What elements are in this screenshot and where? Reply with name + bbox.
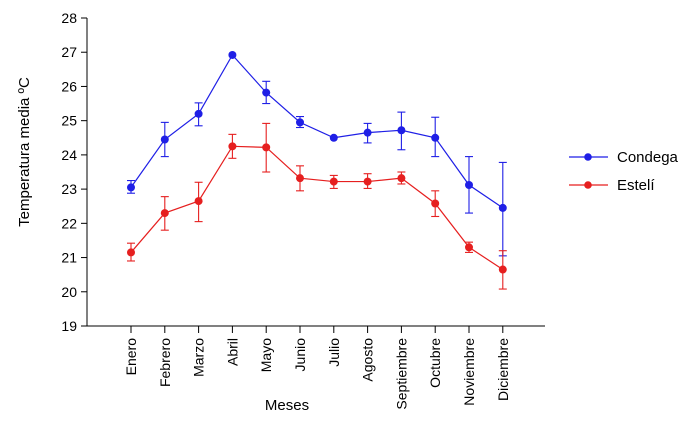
y-axis-title: Temperatura media ºC [16, 77, 33, 227]
data-point-esteli [329, 177, 338, 186]
x-tick-label: Marzo [191, 338, 207, 377]
x-tick-label: Junio [292, 338, 308, 372]
data-point-condega [465, 181, 473, 190]
legend-item-esteli: Estelí [569, 177, 655, 194]
data-point-esteli [363, 177, 372, 186]
y-tick-label: 27 [61, 44, 77, 60]
data-point-esteli [228, 142, 237, 151]
series-condega [127, 50, 507, 257]
data-point-esteli [431, 199, 440, 208]
data-point-esteli [194, 197, 203, 206]
x-axis-title: Meses [265, 397, 309, 414]
data-point-esteli [397, 174, 406, 183]
series-layer [127, 50, 507, 290]
data-point-esteli [465, 243, 473, 252]
data-point-condega [498, 203, 507, 212]
x-tick-label: Mayo [258, 338, 274, 372]
series-line-condega [130, 53, 504, 209]
legend-label-esteli: Estelí [617, 177, 655, 194]
data-point-condega [363, 128, 372, 137]
data-point-condega [397, 126, 406, 135]
data-point-condega [296, 118, 304, 127]
data-point-condega [228, 50, 237, 59]
legend-item-condega: Condega [569, 149, 679, 166]
y-tick-label: 23 [61, 181, 77, 197]
data-point-condega [127, 183, 135, 192]
x-tick-label: Septiembre [393, 338, 409, 410]
x-tick-label: Febrero [157, 338, 173, 387]
data-point-esteli [296, 174, 304, 183]
data-point-esteli [127, 248, 135, 257]
series-esteli [127, 122, 507, 290]
legend: Condega Estelí [569, 149, 679, 194]
legend-marker-esteli [584, 181, 592, 189]
x-tick-label: Noviembre [461, 338, 477, 406]
y-tick-label: 28 [61, 10, 77, 26]
y-ticks: 19 20 21 22 23 24 25 26 27 28 [61, 10, 87, 334]
y-tick-label: 19 [61, 318, 77, 334]
y-tick-label: 25 [61, 113, 77, 129]
data-point-condega [160, 135, 169, 144]
x-tick-label: Diciembre [495, 338, 511, 401]
axes [86, 18, 545, 327]
x-tick-label: Enero [123, 338, 139, 376]
data-point-condega [262, 88, 271, 97]
x-ticks: Enero Febrero Marzo Abril Mayo Junio Julio Agos… [123, 326, 511, 410]
y-tick-label: 26 [61, 78, 77, 94]
y-tick-label: 20 [61, 284, 77, 300]
data-point-condega [329, 133, 338, 142]
x-tick-label: Abril [224, 338, 240, 366]
legend-label-condega: Condega [617, 149, 679, 166]
x-tick-label: Julio [326, 338, 342, 367]
data-point-condega [431, 133, 440, 142]
x-tick-label: Agosto [360, 338, 376, 382]
y-tick-label: 24 [61, 147, 77, 163]
data-point-condega [194, 109, 203, 118]
legend-marker-condega [584, 153, 592, 161]
y-tick-label: 21 [61, 250, 77, 266]
data-point-esteli [498, 265, 507, 274]
series-line-esteli [130, 145, 504, 271]
y-tick-label: 22 [61, 215, 77, 231]
data-point-esteli [160, 209, 169, 218]
data-point-esteli [262, 143, 271, 152]
x-tick-label: Octubre [427, 338, 443, 388]
